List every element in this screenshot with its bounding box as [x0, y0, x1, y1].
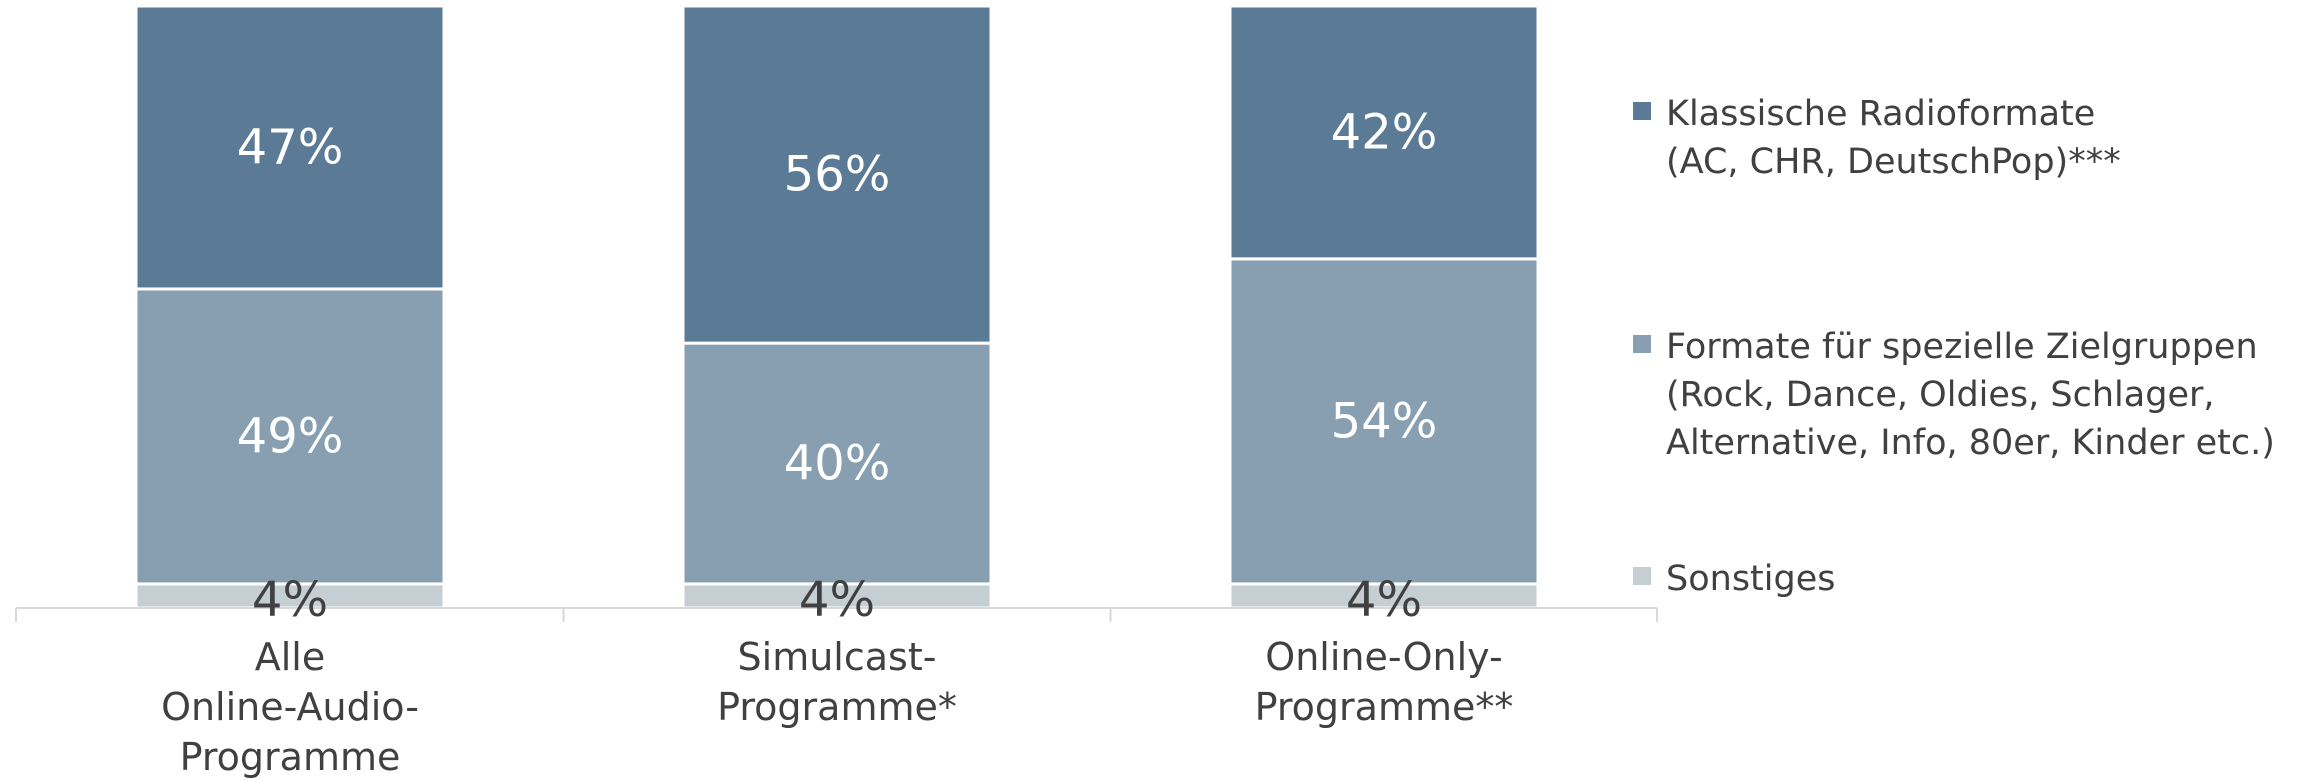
- bar-segment: [681, 582, 993, 610]
- data-label: 47%: [237, 119, 344, 175]
- bar-segment: [681, 4, 993, 345]
- data-label: 4%: [1346, 572, 1422, 628]
- data-label: 4%: [252, 572, 328, 628]
- legend-swatch: [1633, 567, 1651, 585]
- bar-segment: [134, 287, 446, 586]
- category-label: Online-Only-: [1265, 635, 1502, 679]
- bar-segment: [134, 4, 446, 291]
- legend-label: (Rock, Dance, Oldies, Schlager,: [1666, 375, 2215, 415]
- legend-swatch: [1633, 102, 1651, 120]
- legend-swatch: [1633, 335, 1651, 353]
- data-label: 49%: [237, 408, 344, 464]
- data-label: 40%: [784, 436, 891, 492]
- data-label: 4%: [799, 572, 875, 628]
- bar-segment: [681, 341, 993, 586]
- category-label: Programme: [180, 735, 401, 779]
- category-label: Programme**: [1255, 685, 1514, 729]
- bar-segment: [1228, 4, 1540, 261]
- category-label: Simulcast-: [738, 635, 937, 679]
- legend-label: Formate für spezielle Zielgruppen: [1666, 327, 2258, 367]
- legend-label: Alternative, Info, 80er, Kinder etc.): [1666, 423, 2275, 463]
- data-label: 54%: [1331, 393, 1438, 449]
- data-label: 42%: [1331, 104, 1438, 160]
- category-label: Alle: [255, 635, 326, 679]
- legend-label: Sonstiges: [1666, 559, 1835, 599]
- category-label: Online-Audio-: [161, 685, 419, 729]
- category-label: Programme*: [717, 685, 957, 729]
- bar-segment: [1228, 257, 1540, 586]
- legend-label: (AC, CHR, DeutschPop)***: [1666, 142, 2121, 182]
- legend-label: Klassische Radioformate: [1666, 94, 2095, 134]
- data-label: 56%: [784, 147, 891, 203]
